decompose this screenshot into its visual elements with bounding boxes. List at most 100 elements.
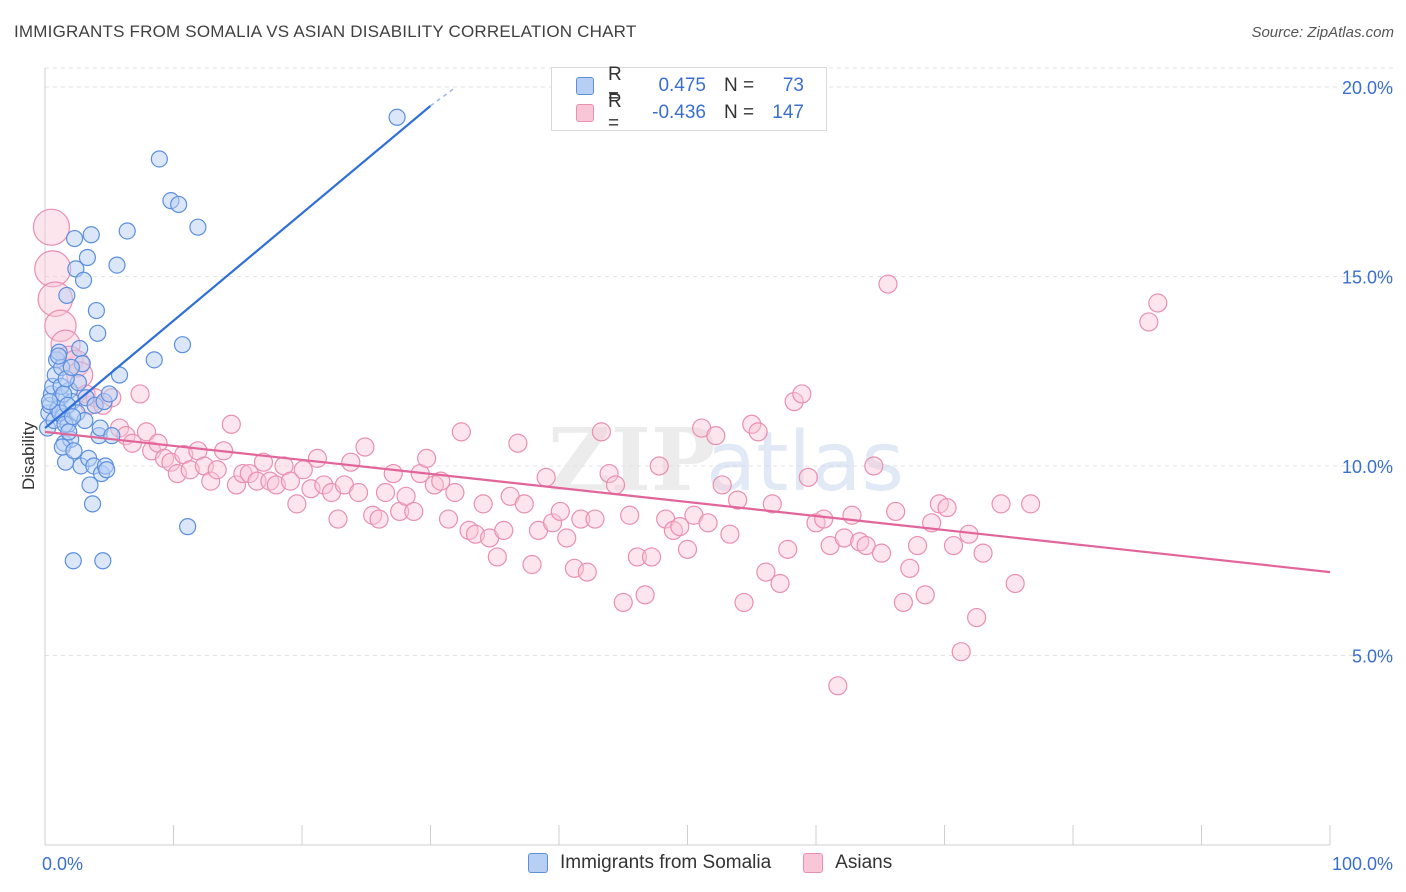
asians-point (627, 547, 647, 567)
asians-point (307, 448, 328, 468)
somalia-point (83, 495, 102, 513)
legend-item-somalia[interactable]: Immigrants from Somalia (528, 852, 771, 874)
asians-point (487, 547, 507, 567)
asians-point (591, 422, 612, 442)
asians-point (32, 208, 71, 246)
somalia-swatch (528, 853, 548, 873)
asians-point (677, 539, 698, 559)
somalia-point (87, 301, 106, 320)
legend-label: Asians (835, 852, 893, 873)
asians-point (915, 585, 935, 605)
asians-point (871, 543, 892, 563)
asians-point (130, 384, 150, 404)
asians-point (778, 539, 798, 559)
asians-point (383, 463, 403, 484)
asians-point (473, 494, 493, 514)
asians-point (620, 505, 640, 525)
asians-point (893, 592, 913, 613)
n-value: 73 (782, 75, 804, 96)
asians-point (756, 562, 776, 582)
asians-point (577, 562, 597, 582)
asians-point (287, 494, 307, 514)
somalia-point (150, 150, 168, 168)
watermark-zip: ZIP (548, 410, 716, 511)
asians-point (973, 543, 993, 563)
somalia-point (89, 324, 107, 342)
asians-point (451, 422, 471, 442)
somalia-point (71, 339, 89, 358)
grid (45, 67, 1395, 656)
asians-point (221, 414, 241, 434)
asians-point (348, 482, 369, 503)
asians-point (784, 391, 804, 412)
asians-swatch (576, 104, 594, 122)
asians-point (886, 501, 906, 522)
asians-point (742, 414, 762, 434)
trend-lines (44, 86, 1331, 574)
asians-point (1139, 312, 1159, 332)
asians-point (720, 524, 740, 544)
n-value: 147 (772, 102, 804, 123)
somalia-point (74, 271, 93, 289)
somalia-point (82, 226, 100, 244)
asians-point (585, 509, 605, 529)
r-value: 0.475 (658, 75, 706, 96)
asians-point (557, 528, 577, 548)
x-tick-label: 0.0% (42, 854, 83, 874)
x-tick-label: 100.0% (1332, 854, 1393, 874)
asians-point (445, 482, 465, 503)
asians-point (828, 676, 848, 696)
asians-point (814, 509, 834, 529)
asians-point (734, 592, 754, 613)
asians-point (536, 467, 556, 487)
asians-point (641, 547, 662, 567)
somalia-point (118, 222, 136, 240)
series-legend: Immigrants from Somalia Asians (528, 852, 924, 874)
asians-point (280, 471, 301, 491)
somalia-swatch (576, 77, 594, 95)
asians-point (341, 452, 361, 472)
somalia-point (100, 385, 118, 403)
somalia-point (62, 358, 80, 377)
somalia-point (60, 423, 78, 441)
asians-point (635, 585, 655, 605)
asians-point (1148, 293, 1168, 313)
y-tick-label: 15.0% (1342, 267, 1393, 287)
somalia-point (78, 248, 97, 267)
asians-point (792, 384, 812, 404)
n-label: N = (724, 75, 755, 96)
asians-point (542, 513, 563, 533)
asians-point (44, 309, 77, 342)
asians-point (253, 452, 274, 472)
somalia-point (58, 286, 76, 305)
asians-point (136, 422, 157, 442)
asians-point (301, 479, 321, 499)
asians-trend-line (44, 430, 1331, 574)
asians-point (417, 448, 437, 468)
legend-label: Immigrants from Somalia (560, 852, 772, 873)
asians-point (266, 475, 286, 495)
asians-point (396, 486, 416, 506)
tick-labels: 5.0% 10.0% 15.0% 20.0% 0.0% 100.0% Disability (19, 78, 1393, 874)
y-tick-label: 20.0% (1342, 78, 1393, 98)
somalia-trend-extension (430, 86, 457, 107)
source-label: Source: ZipAtlas.com (1251, 24, 1394, 41)
somalia-point (170, 195, 188, 214)
asians-point (712, 475, 732, 495)
n-label: N = (724, 102, 755, 123)
asians-point (798, 467, 818, 487)
asians-point (167, 463, 187, 484)
y-axis-label: Disability (19, 421, 38, 490)
asians-point (878, 274, 898, 294)
somalia-point (81, 476, 99, 494)
chart-title: IMMIGRANTS FROM SOMALIA VS ASIAN DISABIL… (14, 22, 637, 41)
asians-point (937, 498, 957, 518)
asians-point (239, 463, 259, 484)
somalia-trend-line (44, 105, 432, 429)
asians-point (728, 490, 748, 510)
asians-point (834, 528, 854, 548)
asians-point (226, 475, 247, 495)
asians-point (207, 460, 227, 480)
legend-item-asians[interactable]: Asians (803, 852, 892, 874)
